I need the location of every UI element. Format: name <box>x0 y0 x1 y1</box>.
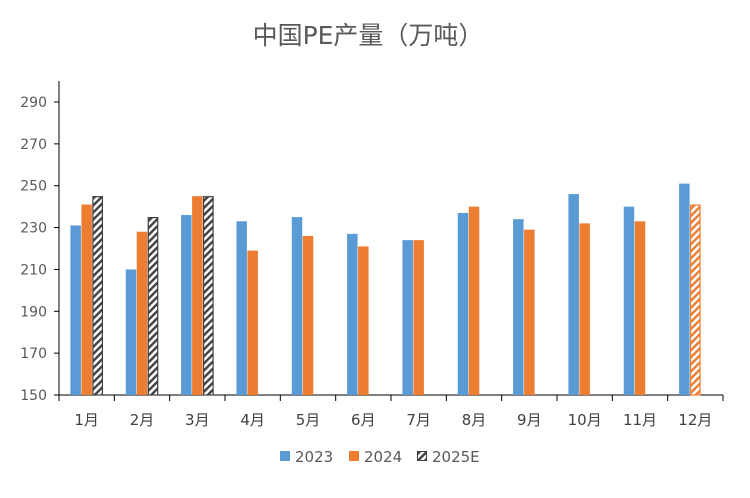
x-tick-label: 3月 <box>185 411 210 429</box>
bar-2023-11月 <box>623 206 635 395</box>
bar-2024-4月 <box>247 250 258 395</box>
y-tick-label: 250 <box>20 179 47 195</box>
bar-2024-3月 <box>192 196 203 395</box>
bar-2024-9月 <box>524 229 535 395</box>
axes: 150 170 190 210 230 250 270 290 1月 2月 3月 4月 5月 6月 7月 8月… <box>20 81 724 429</box>
bar-2024-10月 <box>579 223 590 395</box>
x-tick-label: 5月 <box>296 411 321 429</box>
bar-2024-6月 <box>358 246 369 395</box>
bar-2024-8月 <box>468 206 480 395</box>
legend-swatch-2024 <box>349 451 359 461</box>
bar-2024-12月 <box>689 204 701 396</box>
y-tick-label: 230 <box>20 221 47 237</box>
chart-title: 中国PE产量（万吨） <box>253 21 484 50</box>
bar-2023-8月 <box>457 212 469 395</box>
bar-2025E-3月 <box>202 196 214 396</box>
y-tick-label: 290 <box>20 95 47 111</box>
bar-2023-4月 <box>236 221 247 395</box>
bar-2023-5月 <box>291 217 303 395</box>
x-tick-label: 12月 <box>678 411 712 429</box>
bar-2023-12月 <box>679 183 690 395</box>
bar-2023-2月 <box>125 269 137 395</box>
legend-label-2024: 2024 <box>364 448 402 466</box>
bar-2025E-2月 <box>147 217 159 396</box>
x-tick-label: 7月 <box>406 411 431 429</box>
y-tick-label: 170 <box>20 346 47 362</box>
y-tick-label: 150 <box>20 388 47 404</box>
legend-label-2023: 2023 <box>295 448 333 466</box>
x-tick-label: 8月 <box>462 411 487 429</box>
bar-2023-6月 <box>347 233 358 395</box>
bar-2025E-1月 <box>92 196 104 396</box>
x-tick-label: 1月 <box>74 411 99 429</box>
bar-2024-5月 <box>302 235 314 395</box>
x-tick-label: 6月 <box>351 411 376 429</box>
bars <box>70 183 701 396</box>
y-tick-label: 190 <box>20 304 47 320</box>
bar-2023-1月 <box>70 225 81 395</box>
legend: 2023 2024 2025E <box>280 448 480 466</box>
y-tick-label: 210 <box>20 262 47 278</box>
legend-swatch-2023 <box>280 451 290 461</box>
legend-swatch-2025E <box>417 451 427 461</box>
bar-2023-10月 <box>568 194 579 395</box>
x-tick-label: 4月 <box>240 411 265 429</box>
bar-2023-9月 <box>513 219 524 395</box>
bar-2023-3月 <box>181 215 192 395</box>
y-tick-label: 270 <box>20 137 47 153</box>
legend-label-2025E: 2025E <box>432 448 480 466</box>
bar-2024-2月 <box>136 231 148 395</box>
bar-2024-7月 <box>413 240 424 395</box>
x-tick-label: 11月 <box>623 411 657 429</box>
bar-2024-11月 <box>634 221 646 395</box>
x-tick-label: 9月 <box>517 411 542 429</box>
bar-2024-1月 <box>81 204 92 395</box>
x-tick-label: 2月 <box>130 411 155 429</box>
x-tick-label: 10月 <box>568 411 602 429</box>
bar-2023-7月 <box>402 240 413 395</box>
